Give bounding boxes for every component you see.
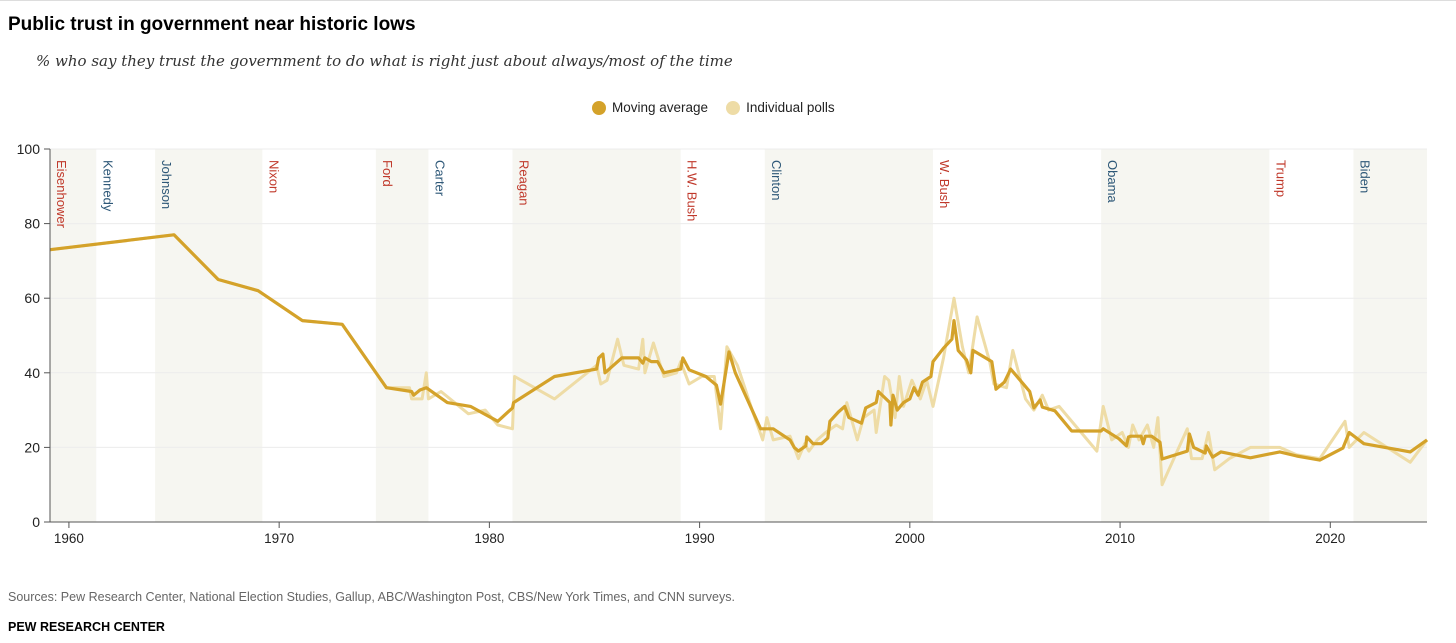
president-label: W. Bush — [937, 160, 952, 208]
legend-item-average: Moving average — [592, 100, 708, 115]
president-band — [1101, 149, 1270, 522]
president-band — [375, 149, 429, 522]
brand-footer: PEW RESEARCH CENTER — [8, 620, 165, 634]
president-label: Ford — [380, 160, 395, 187]
president-label: Trump — [1273, 160, 1288, 197]
president-label: H.W. Bush — [685, 160, 700, 221]
legend-label-polls: Individual polls — [746, 100, 835, 115]
top-divider — [0, 0, 1456, 1]
president-band — [512, 149, 681, 522]
president-label: Eisenhower — [54, 160, 69, 229]
y-tick-label: 100 — [17, 141, 41, 157]
y-tick-label: 80 — [24, 216, 40, 232]
y-tick-label: 40 — [24, 365, 40, 381]
president-band — [764, 149, 933, 522]
series-line-moving-average — [49, 233, 1428, 462]
president-label: Kennedy — [100, 160, 115, 212]
x-tick-label: 2010 — [1105, 531, 1135, 546]
legend-swatch-average — [592, 100, 606, 115]
president-band — [155, 149, 263, 522]
legend-item-polls: Individual polls — [726, 100, 835, 115]
president-label: Reagan — [517, 160, 532, 206]
sources-note: Sources: Pew Research Center, National E… — [8, 590, 735, 604]
president-label: Clinton — [769, 160, 784, 200]
x-tick-label: 1990 — [685, 531, 715, 546]
president-label: Johnson — [159, 160, 174, 209]
president-label: Nixon — [266, 160, 281, 193]
president-band — [1353, 149, 1427, 522]
president-label: Carter — [432, 160, 447, 197]
president-label: Obama — [1105, 160, 1120, 203]
x-tick-label: 2020 — [1315, 531, 1345, 546]
legend: Moving average Individual polls — [592, 100, 835, 115]
chart-title: Public trust in government near historic… — [8, 14, 416, 35]
legend-swatch-polls — [726, 100, 741, 115]
x-tick-label: 2000 — [895, 531, 925, 546]
x-tick-label: 1970 — [264, 531, 294, 546]
chart-subtitle: % who say they trust the government to d… — [36, 52, 733, 70]
y-tick-label: 60 — [24, 290, 40, 306]
legend-label-average: Moving average — [612, 100, 709, 115]
president-band — [50, 149, 97, 522]
y-tick-label: 20 — [24, 439, 40, 455]
president-label: Biden — [1357, 160, 1372, 193]
x-tick-label: 1960 — [54, 531, 84, 546]
x-tick-label: 1980 — [474, 531, 504, 546]
y-tick-label: 0 — [32, 514, 40, 530]
